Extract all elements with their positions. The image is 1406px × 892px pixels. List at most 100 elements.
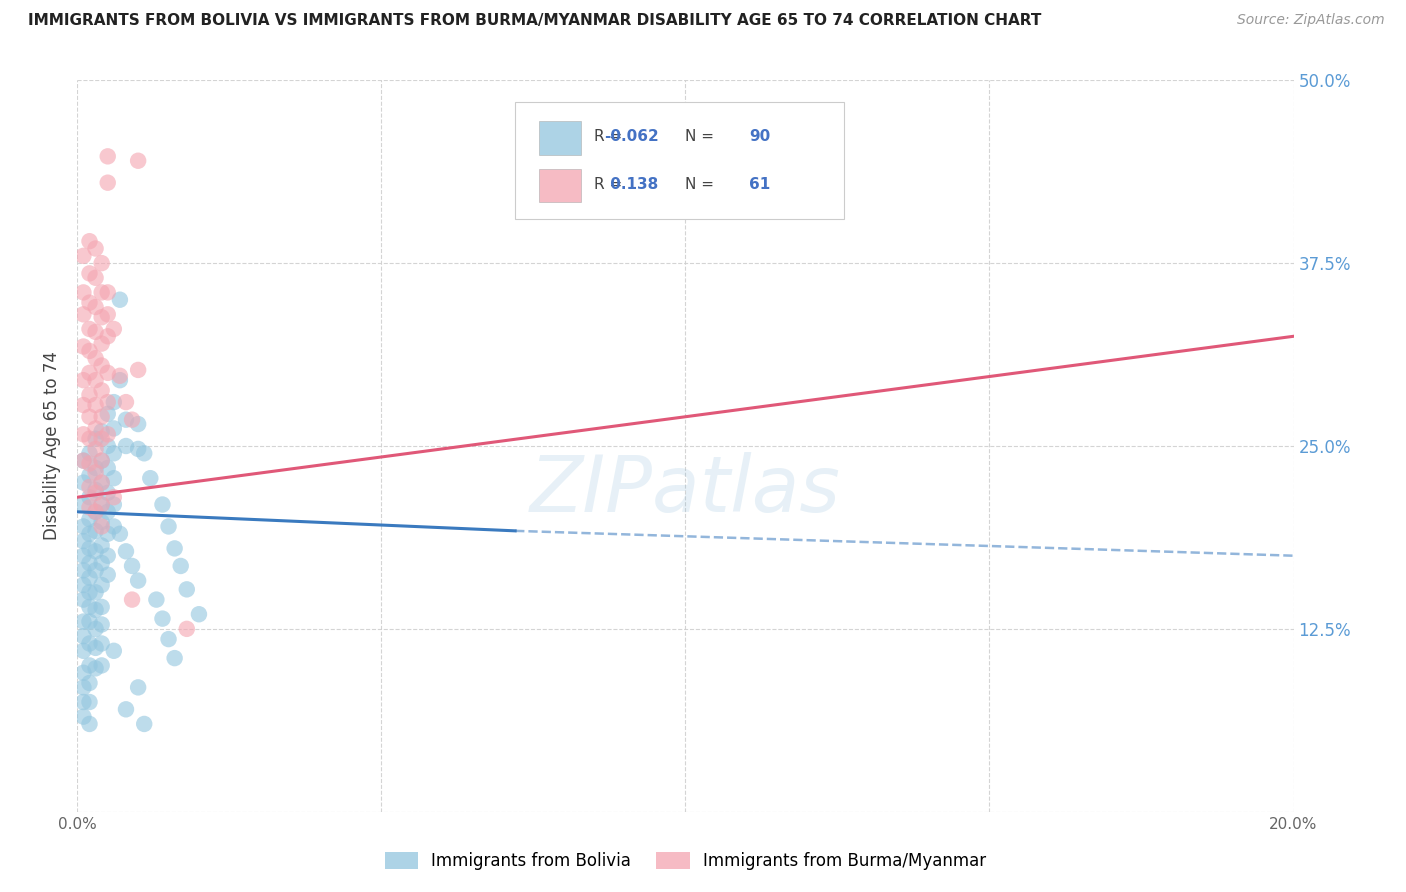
Point — [103, 395, 125, 409]
Point — [72, 592, 94, 607]
Point — [79, 556, 101, 570]
Point — [72, 373, 94, 387]
Point — [79, 457, 101, 471]
Point — [115, 395, 138, 409]
Point — [79, 676, 101, 690]
Point — [84, 270, 107, 285]
Point — [90, 359, 112, 373]
Point — [90, 519, 112, 533]
Point — [72, 629, 94, 643]
Point — [79, 468, 101, 483]
Point — [84, 661, 107, 675]
Point — [90, 539, 112, 553]
Point — [90, 617, 112, 632]
Point — [97, 549, 120, 563]
Point — [176, 582, 198, 597]
Text: ZIPatlas: ZIPatlas — [530, 452, 841, 528]
Text: R =: R = — [595, 129, 627, 145]
Point — [145, 592, 167, 607]
Point — [127, 442, 149, 456]
Point — [90, 453, 112, 467]
Point — [108, 373, 131, 387]
Point — [163, 541, 186, 556]
Point — [84, 544, 107, 558]
Point — [84, 563, 107, 577]
Point — [115, 412, 138, 426]
Point — [152, 498, 174, 512]
Point — [121, 412, 143, 426]
Point — [79, 615, 101, 629]
Point — [134, 446, 156, 460]
Point — [79, 409, 101, 424]
Point — [90, 425, 112, 439]
Text: -0.062: -0.062 — [605, 129, 658, 145]
Point — [72, 285, 94, 300]
Text: IMMIGRANTS FROM BOLIVIA VS IMMIGRANTS FROM BURMA/MYANMAR DISABILITY AGE 65 TO 74: IMMIGRANTS FROM BOLIVIA VS IMMIGRANTS FR… — [28, 13, 1042, 29]
Point — [79, 234, 101, 248]
Point — [90, 432, 112, 446]
Point — [90, 578, 112, 592]
Point — [84, 640, 107, 655]
Point — [90, 384, 112, 398]
Point — [72, 563, 94, 577]
Point — [72, 307, 94, 321]
Point — [176, 622, 198, 636]
Point — [79, 717, 101, 731]
Point — [127, 363, 149, 377]
Point — [79, 295, 101, 310]
Point — [79, 490, 101, 504]
Point — [121, 558, 143, 573]
Point — [97, 505, 120, 519]
Point — [90, 475, 112, 490]
Point — [90, 256, 112, 270]
Point — [72, 549, 94, 563]
Point — [84, 524, 107, 538]
Point — [115, 439, 138, 453]
Point — [79, 266, 101, 280]
FancyBboxPatch shape — [540, 121, 581, 155]
Point — [103, 421, 125, 435]
Point — [72, 398, 94, 412]
Point — [97, 329, 120, 343]
Point — [72, 519, 94, 533]
Point — [84, 421, 107, 435]
Point — [163, 651, 186, 665]
Point — [79, 480, 101, 494]
Point — [121, 592, 143, 607]
Point — [72, 427, 94, 442]
Point — [84, 325, 107, 339]
Point — [79, 526, 101, 541]
Point — [90, 498, 112, 512]
Point — [79, 541, 101, 556]
Text: 61: 61 — [749, 177, 770, 192]
Point — [108, 368, 131, 383]
Point — [79, 599, 101, 614]
Point — [97, 439, 120, 453]
Point — [97, 407, 120, 421]
Point — [103, 446, 125, 460]
Point — [97, 366, 120, 380]
Y-axis label: Disability Age 65 to 74: Disability Age 65 to 74 — [44, 351, 62, 541]
Point — [72, 453, 94, 467]
Point — [152, 612, 174, 626]
Point — [127, 681, 149, 695]
Point — [90, 310, 112, 325]
Point — [97, 285, 120, 300]
Point — [90, 409, 112, 424]
Point — [72, 665, 94, 680]
Text: R =: R = — [595, 177, 627, 192]
Point — [97, 395, 120, 409]
Point — [90, 475, 112, 490]
Point — [72, 615, 94, 629]
Point — [115, 544, 138, 558]
Point — [188, 607, 211, 622]
Point — [79, 343, 101, 358]
FancyBboxPatch shape — [515, 103, 844, 219]
Point — [84, 373, 107, 387]
Point — [72, 534, 94, 549]
Point — [84, 432, 107, 446]
Point — [103, 322, 125, 336]
Point — [79, 446, 101, 460]
Point — [170, 558, 193, 573]
FancyBboxPatch shape — [540, 169, 581, 202]
